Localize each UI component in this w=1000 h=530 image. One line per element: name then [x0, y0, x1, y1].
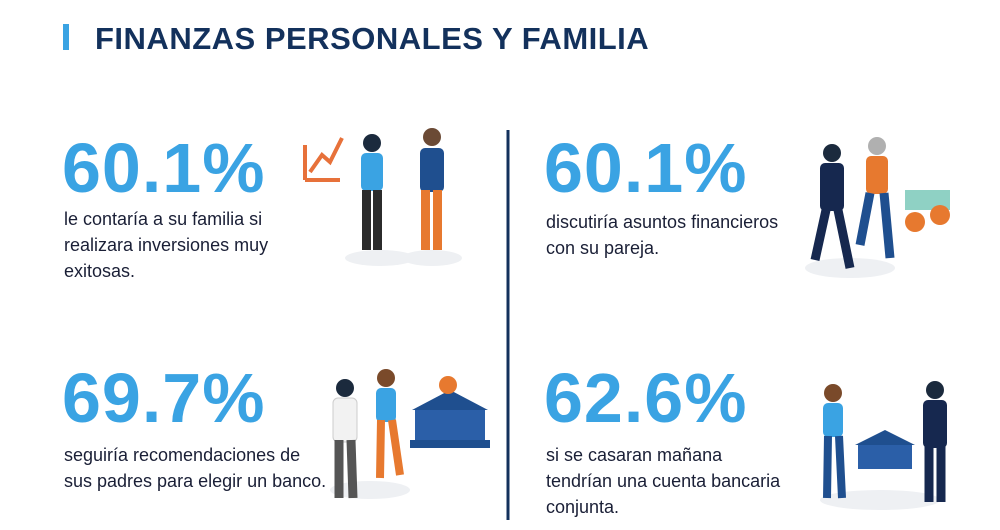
title-accent: [63, 24, 69, 50]
stat-description: realizara inversiones muy: [64, 235, 268, 255]
stat-value: 60.1%: [544, 129, 747, 207]
stat-description: le contaría a su familia si: [64, 209, 262, 229]
stat-value: 69.7%: [62, 359, 265, 437]
stats: 60.1%le contaría a su familia sirealizar…: [62, 129, 781, 517]
title: FINANZAS PERSONALES Y FAMILIA: [95, 21, 649, 56]
stat-description: conjunta.: [546, 497, 619, 517]
stat-description: tendrían una cuenta bancaria: [546, 471, 781, 491]
stat-value: 60.1%: [62, 129, 265, 207]
stat-description: sus padres para elegir un banco.: [64, 471, 326, 491]
stat-description: exitosas.: [64, 261, 135, 281]
stat-description: seguiría recomendaciones de: [64, 445, 300, 465]
stat-description: discutiría asuntos financieros: [546, 212, 778, 232]
illustration-bank: [330, 369, 490, 499]
stat-description: si se casaran mañana: [546, 445, 723, 465]
illustration-joint-account: [820, 381, 947, 510]
stat-description: con su pareja.: [546, 238, 659, 258]
illustration-couple: [805, 137, 950, 278]
illustration-investors: [303, 128, 462, 266]
stat-value: 62.6%: [544, 359, 747, 437]
